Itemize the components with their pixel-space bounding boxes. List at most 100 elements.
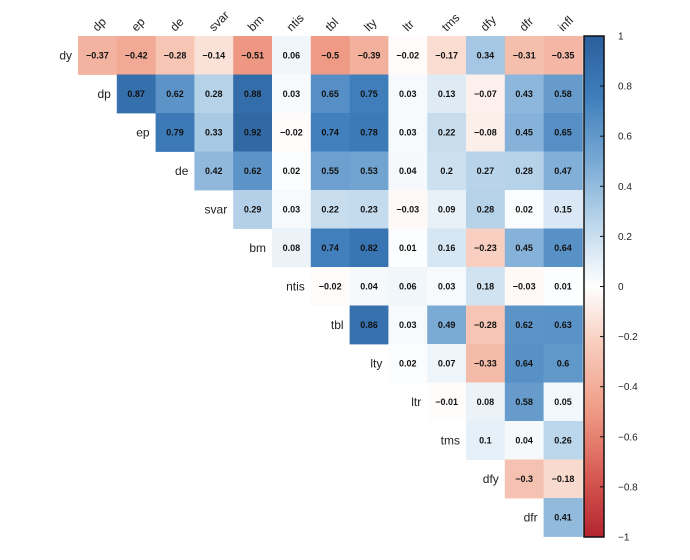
cell-value-dfr-infl: 0.41: [554, 512, 572, 522]
cell-ntis-ltr: [388, 267, 428, 306]
cell-value-ntis-lty: 0.04: [360, 281, 378, 291]
row-label-de: de: [175, 164, 189, 178]
colorbar-tick-label: 1: [618, 32, 624, 43]
cell-ltr-dfy: [466, 382, 506, 422]
cell-value-dp-lty: 0.75: [360, 89, 378, 99]
row-label-bm: bm: [249, 241, 266, 255]
cell-value-de-ltr: 0.04: [399, 166, 417, 176]
cell-value-dp-dfy: −0.07: [474, 89, 497, 99]
cell-value-ep-de: 0.79: [166, 127, 184, 137]
colorbar-tick-label: −0.8: [618, 482, 638, 493]
cell-value-lty-dfr: 0.64: [515, 358, 533, 368]
cell-value-tbl-lty: 0.86: [360, 320, 378, 330]
cell-value-dp-infl: 0.58: [554, 89, 572, 99]
col-label-bm: bm: [245, 12, 267, 34]
cell-bm-lty: [349, 228, 389, 268]
cell-value-svar-tbl: 0.22: [321, 204, 339, 214]
colorbar-tick-label: −0.2: [618, 332, 638, 343]
cell-lty-dfy: [466, 344, 506, 383]
row-label-dfr: dfr: [524, 510, 538, 524]
cell-value-svar-infl: 0.15: [554, 204, 572, 214]
cell-ep-tms: [427, 113, 467, 152]
cell-value-dp-ep: 0.87: [127, 89, 145, 99]
cell-dp-ntis: [272, 74, 312, 114]
cell-bm-dfy: [466, 228, 506, 268]
cell-value-ltr-dfr: 0.58: [515, 397, 533, 407]
cell-svar-lty: [349, 190, 389, 229]
col-label-svar: svar: [206, 8, 232, 34]
colorbar-tick-label: 0.4: [618, 182, 632, 193]
cell-value-tms-dfy: 0.1: [479, 435, 492, 445]
cell-svar-tms: [427, 190, 467, 229]
row-label-dfy: dfy: [483, 472, 499, 486]
cell-value-ep-dfr: 0.45: [515, 127, 533, 137]
cell-value-dy-dfy: 0.34: [477, 50, 495, 60]
cell-value-bm-tbl: 0.74: [321, 243, 339, 253]
cell-value-bm-lty: 0.82: [360, 243, 378, 253]
cell-ep-tbl: [310, 113, 350, 152]
col-label-ep: ep: [128, 15, 148, 35]
cell-dy-tms: [427, 36, 467, 75]
cell-svar-ltr: [388, 190, 428, 229]
colorbar-tick-label: −0.4: [618, 382, 638, 393]
cell-value-lty-ltr: 0.02: [399, 358, 417, 368]
col-label-ntis: ntis: [284, 11, 307, 34]
cell-ntis-dfy: [466, 267, 506, 306]
cell-value-dfy-infl: −0.18: [552, 474, 575, 484]
cell-value-lty-tms: 0.07: [438, 358, 456, 368]
cell-value-dp-ntis: 0.03: [283, 89, 301, 99]
cell-ep-infl: [543, 113, 583, 152]
cell-dp-svar: [194, 74, 234, 114]
cell-value-de-infl: 0.47: [554, 166, 572, 176]
cell-ep-lty: [349, 113, 389, 152]
colorbar-tick-label: 0.2: [618, 232, 632, 243]
cell-value-dy-lty: −0.39: [358, 50, 381, 60]
col-label-infl: infl: [555, 13, 576, 34]
cell-tms-dfr: [504, 421, 544, 460]
cell-dp-ep: [116, 74, 156, 114]
cell-de-svar: [194, 151, 234, 191]
cell-value-de-lty: 0.53: [360, 166, 378, 176]
cell-value-de-tms: 0.2: [440, 166, 453, 176]
cell-value-ep-tbl: 0.74: [321, 127, 339, 137]
cell-value-bm-ntis: 0.08: [283, 243, 301, 253]
cell-ntis-tbl: [310, 267, 350, 306]
cell-value-dp-de: 0.62: [166, 89, 184, 99]
cell-lty-dfr: [504, 344, 544, 383]
cell-value-ntis-dfy: 0.18: [477, 281, 495, 291]
cell-value-bm-tms: 0.16: [438, 243, 456, 253]
cell-lty-infl: [543, 344, 583, 383]
cell-svar-dfy: [466, 190, 506, 229]
col-label-dp: dp: [90, 15, 110, 35]
cell-tbl-dfy: [466, 305, 506, 345]
cell-value-dp-tbl: 0.65: [321, 89, 339, 99]
cell-dy-ltr: [388, 36, 428, 75]
cell-ep-dfr: [504, 113, 544, 152]
cell-lty-tms: [427, 344, 467, 383]
cell-value-de-dfy: 0.27: [477, 166, 495, 176]
cell-value-svar-bm: 0.29: [244, 204, 262, 214]
heatmap-cells: −0.37 −0.42 −0.28 −0.14 −0.51 0.06 −0.5 −0.39 −0…: [78, 36, 583, 537]
cell-value-svar-ntis: 0.03: [283, 204, 301, 214]
col-label-de: de: [167, 15, 187, 35]
cell-de-dfr: [504, 151, 544, 191]
col-label-ltr: ltr: [400, 17, 417, 34]
cell-value-dy-ep: −0.42: [125, 50, 148, 60]
cell-value-ep-ltr: 0.03: [399, 127, 417, 137]
cell-svar-tbl: [310, 190, 350, 229]
cell-value-ep-infl: 0.65: [554, 127, 572, 137]
cell-tbl-lty: [349, 305, 389, 345]
colorbar-tick-label: 0.6: [618, 132, 632, 143]
cell-value-tbl-infl: 0.63: [554, 320, 572, 330]
cell-value-tbl-tms: 0.49: [438, 320, 456, 330]
cell-value-ep-lty: 0.78: [360, 127, 378, 137]
cell-dp-dfy: [466, 74, 506, 114]
cell-svar-dfr: [504, 190, 544, 229]
cell-dfy-dfr: [504, 459, 544, 499]
cell-ltr-dfr: [504, 382, 544, 422]
row-label-dy: dy: [59, 48, 72, 62]
row-label-tbl: tbl: [331, 318, 344, 332]
cell-value-ltr-infl: 0.05: [554, 397, 572, 407]
cell-ep-de: [155, 113, 195, 152]
cell-dy-ep: [116, 36, 156, 75]
